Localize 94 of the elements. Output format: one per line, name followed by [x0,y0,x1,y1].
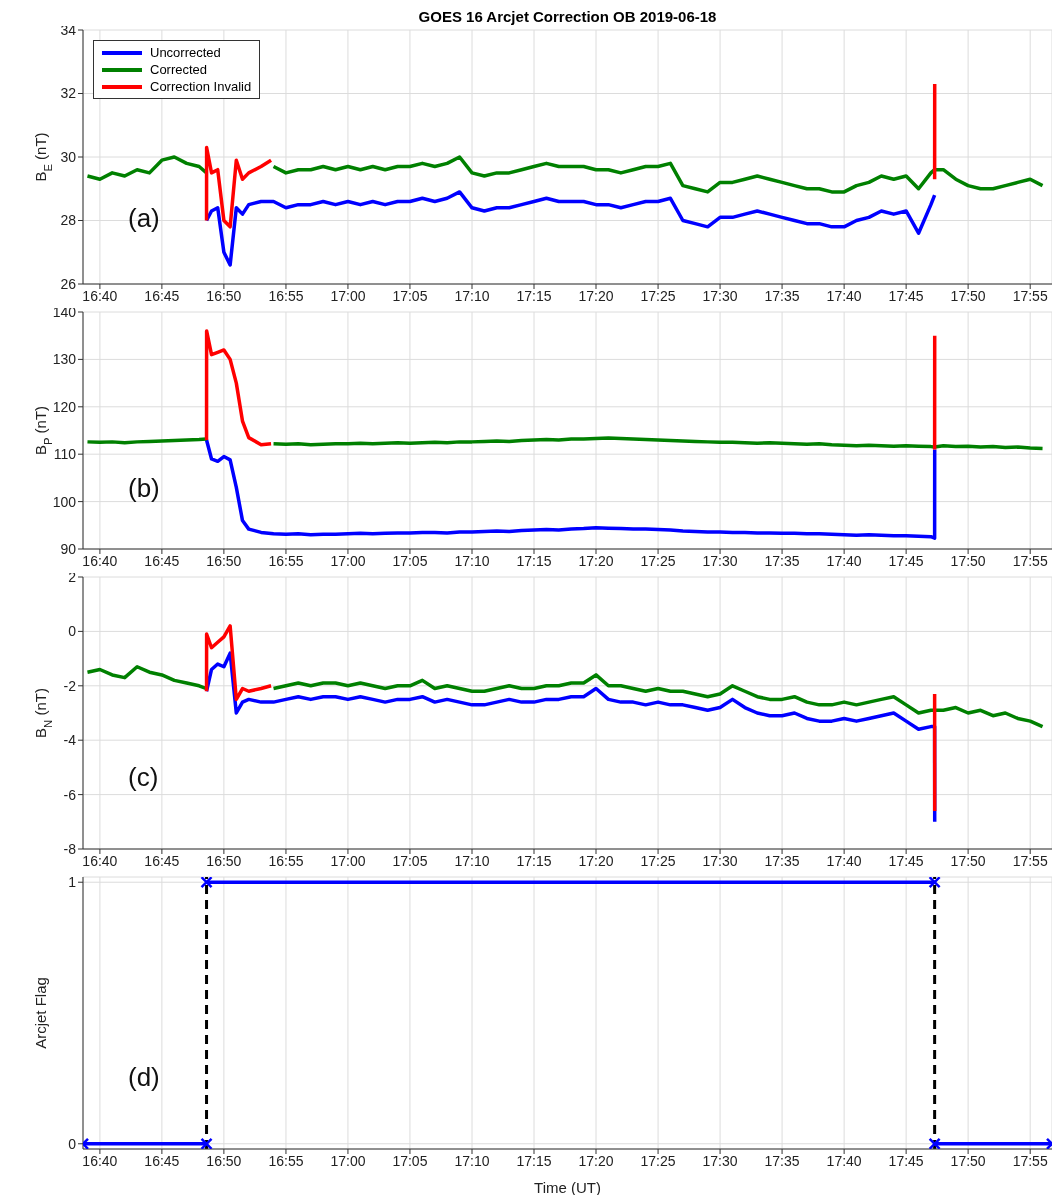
x-tick-label: 17:40 [826,552,862,569]
x-tick-label: 17:45 [888,287,924,304]
legend-label: Corrected [150,62,208,77]
x-tick-label: 17:20 [578,287,614,304]
x-tick-label: 17:30 [702,552,738,569]
y-tick-label: -4 [63,732,77,749]
x-tick-label: 17:25 [640,552,676,569]
y-tick-label: 140 [52,303,77,320]
x-tick-label: 17:00 [330,1152,366,1169]
x-tick-label: 17:40 [826,287,862,304]
annotation: (c) [128,761,159,793]
x-tick-label: 17:35 [764,552,800,569]
x-tick-label: 17:10 [454,852,490,869]
x-tick-label: 16:50 [206,852,242,869]
x-tick-label: 17:05 [392,287,428,304]
y-tick-label: 28 [60,212,77,229]
x-tick-label: 17:30 [702,1152,738,1169]
x-tick-label: 17:30 [702,852,738,869]
y-tick-label: 90 [60,540,77,557]
x-tick-label: 17:55 [1012,852,1048,869]
x-tick-label: 16:40 [82,552,118,569]
y-tick-label: -6 [63,786,77,803]
y-tick-label: 130 [52,351,77,368]
x-tick-label: 16:40 [82,852,118,869]
y-tick-label: 0 [68,623,77,640]
x-tick-label: 17:10 [454,287,490,304]
x-tick-label: 17:15 [516,852,552,869]
x-tick-label: 17:55 [1012,1152,1048,1169]
x-tick-label: 17:15 [516,1152,552,1169]
x-tick-label: 17:40 [826,852,862,869]
y-tick-label: 32 [60,85,77,102]
x-tick-label: 17:00 [330,852,366,869]
x-tick-label: 17:00 [330,287,366,304]
annotation: (a) [128,202,160,234]
chart-title: GOES 16 Arcjet Correction OB 2019-06-18 [418,8,717,25]
x-tick-label: 17:05 [392,1152,428,1169]
x-tick-label: 16:50 [206,1152,242,1169]
y-tick-label: -2 [63,677,77,694]
x-tick-label: 17:15 [516,287,552,304]
x-tick-label: 17:30 [702,287,738,304]
line-series [204,190,937,267]
y-tick-label: 0 [68,1135,77,1152]
x-tick-label: 16:50 [206,287,242,304]
x-tick-label: 17:50 [950,852,986,869]
x-tick-label: 16:45 [144,287,180,304]
x-tick-label: 16:45 [144,1152,180,1169]
line-series [204,438,937,540]
x-tick-label: 17:25 [640,287,676,304]
legend-label: Uncorrected [150,45,221,60]
x-tick-label: 16:40 [82,1152,118,1169]
annotation: (d) [128,1061,160,1093]
x-tick-label: 16:50 [206,552,242,569]
x-tick-label: 17:55 [1012,552,1048,569]
y-axis-title: Arcjet Flag [32,977,49,1049]
x-tick-label: 17:10 [454,1152,490,1169]
y-tick-label: 2 [68,568,77,585]
x-tick-label: 16:55 [268,552,304,569]
x-tick-label: 17:05 [392,852,428,869]
x-tick-label: 17:50 [950,287,986,304]
y-tick-label: 1 [68,874,77,891]
x-tick-label: 17:55 [1012,287,1048,304]
x-tick-label: 17:00 [330,552,366,569]
x-tick-label: 17:40 [826,1152,862,1169]
x-tick-label: 17:10 [454,552,490,569]
y-tick-label: 30 [60,148,77,165]
x-tick-label: 17:35 [764,852,800,869]
x-tick-label: 17:20 [578,552,614,569]
y-tick-label: 120 [52,398,77,415]
y-tick-label: 110 [53,446,77,463]
x-tick-label: 17:45 [888,552,924,569]
y-tick-label: 100 [52,493,77,510]
x-tick-label: 16:45 [144,852,180,869]
x-tick-label: 16:55 [268,287,304,304]
x-tick-label: 17:35 [764,1152,800,1169]
x-tick-label: 17:20 [578,1152,614,1169]
annotation: (b) [128,473,160,505]
x-tick-label: 17:25 [640,852,676,869]
x-tick-label: 17:05 [392,552,428,569]
x-tick-label: 17:15 [516,552,552,569]
x-tick-label: 17:25 [640,1152,676,1169]
x-tick-label: 16:55 [268,852,304,869]
x-tick-label: 17:50 [950,552,986,569]
x-tick-label: 17:20 [578,852,614,869]
x-tick-label: 16:45 [144,552,180,569]
x-tick-label: 16:40 [82,287,118,304]
y-tick-label: 34 [60,21,77,38]
x-tick-label: 17:50 [950,1152,986,1169]
x-tick-label: 17:45 [888,1152,924,1169]
y-tick-label: 26 [60,275,77,292]
x-tick-label: 17:35 [764,287,800,304]
x-tick-label: 17:45 [888,852,924,869]
legend-label: Correction Invalid [150,79,252,94]
y-tick-label: -8 [63,840,77,857]
x-tick-label: 16:55 [268,1152,304,1169]
